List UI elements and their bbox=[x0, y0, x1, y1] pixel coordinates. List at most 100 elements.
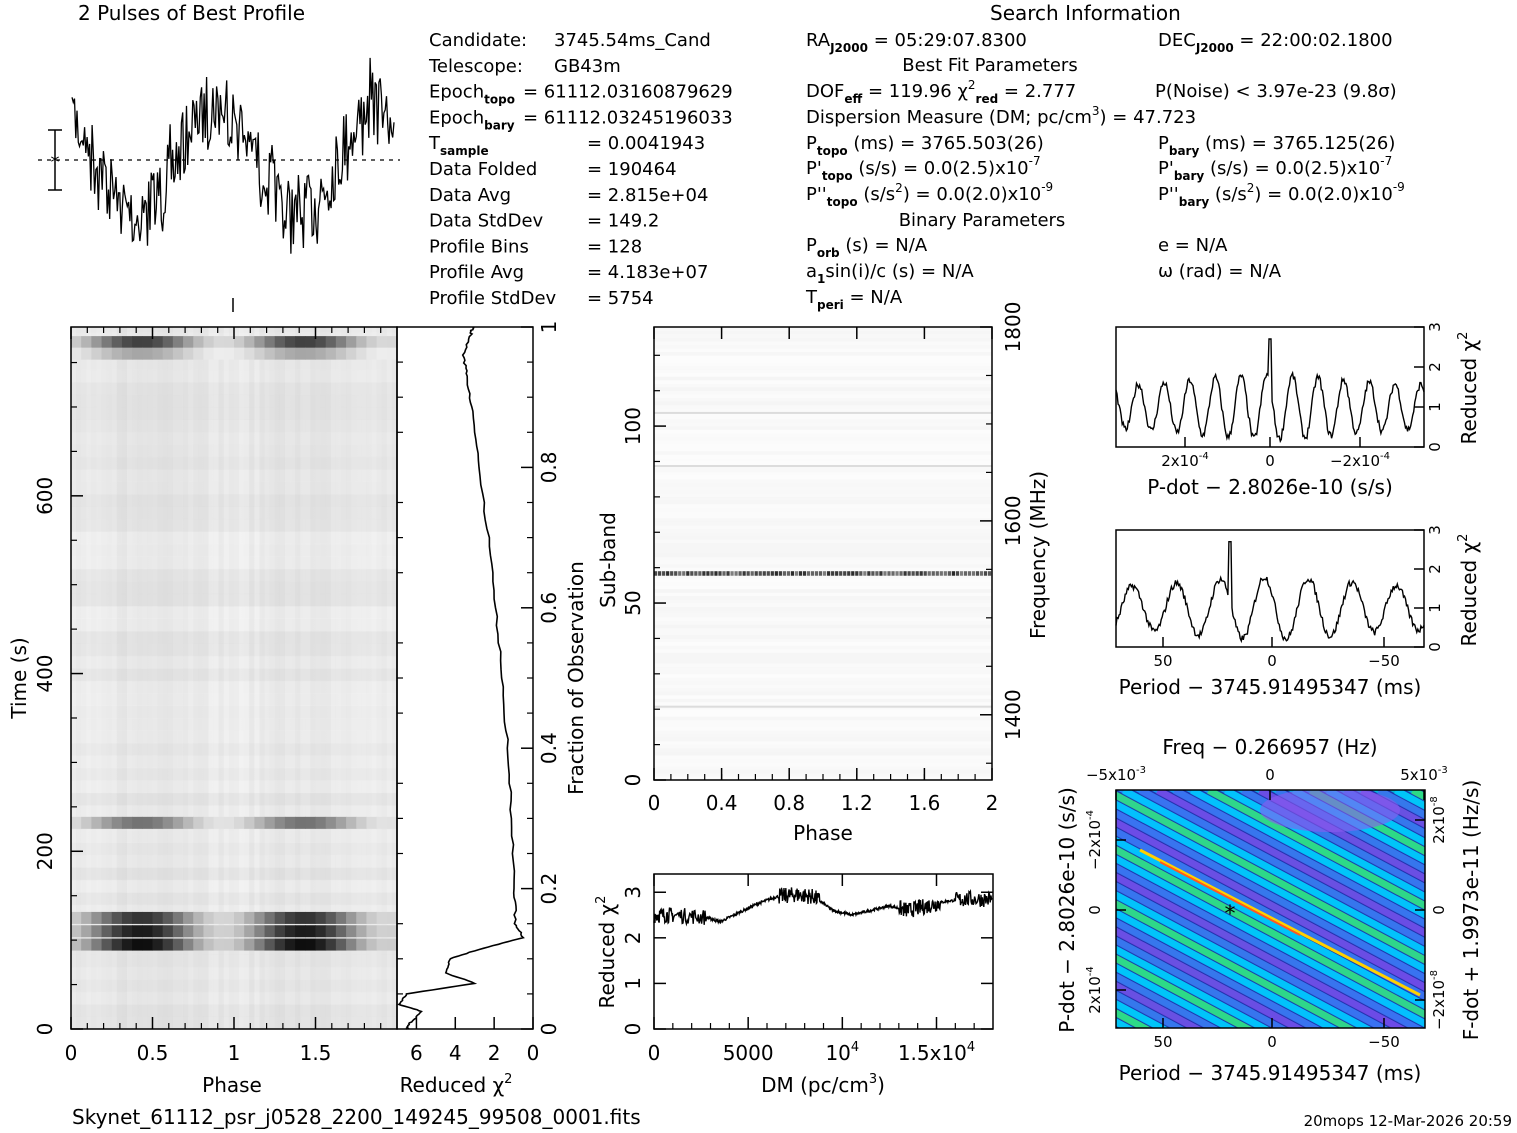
sb-bright-cell bbox=[859, 571, 863, 576]
tp-band-cell bbox=[193, 925, 204, 938]
cs-contour bbox=[1116, 807, 1425, 975]
sb-row bbox=[654, 496, 992, 501]
sb-row bbox=[654, 426, 992, 430]
ct-ytick-label: 0.8 bbox=[537, 451, 561, 483]
tp-row bbox=[71, 431, 397, 445]
tp-column bbox=[193, 327, 199, 1029]
tp-column bbox=[239, 327, 245, 1029]
tp-column bbox=[315, 327, 321, 1029]
tp-row bbox=[71, 456, 397, 470]
sb-bright-cell bbox=[851, 571, 855, 576]
tp-band-cell bbox=[315, 336, 327, 349]
cand-label-0: Candidate: bbox=[429, 30, 527, 51]
tp-band-cell bbox=[81, 816, 92, 829]
tp-band-cell bbox=[162, 347, 174, 360]
tp-band-cell bbox=[295, 336, 306, 349]
cs-contour bbox=[1116, 816, 1425, 984]
sb-bright-cell bbox=[690, 571, 694, 576]
tp-column bbox=[213, 327, 219, 1029]
tp-band-cell bbox=[335, 347, 347, 360]
tp-band-cell bbox=[203, 925, 215, 938]
sb-row bbox=[654, 337, 992, 342]
sb-bright-cell bbox=[786, 571, 791, 576]
p-topo-value: (ms) = 3765.503(26) bbox=[853, 133, 1043, 154]
tp-band-cell bbox=[284, 938, 296, 951]
tp-column bbox=[305, 327, 311, 1029]
sb-bright-cell bbox=[734, 571, 738, 576]
tp-band-cell bbox=[203, 816, 215, 829]
sb-bright-cell bbox=[706, 571, 710, 576]
tp-row bbox=[71, 842, 397, 856]
pdot-period-plot: Freq − 0.266957 (Hz) * 50 0 −50 −5x10-3 0 5x1… bbox=[1055, 735, 1483, 1085]
tp-column bbox=[325, 327, 331, 1029]
tp-band-cell bbox=[264, 925, 276, 938]
tp-band-cell bbox=[284, 816, 296, 829]
tp-band-cell bbox=[111, 938, 123, 951]
tp-row bbox=[71, 730, 397, 744]
chi2-time-frame bbox=[396, 326, 534, 1030]
tp-band-cell bbox=[274, 925, 286, 938]
sb-row bbox=[654, 408, 992, 413]
sb-row bbox=[654, 429, 992, 434]
sb-row bbox=[654, 511, 992, 515]
tp-band-cell bbox=[91, 925, 103, 938]
sb-row bbox=[654, 557, 992, 561]
cs-purple-region bbox=[1260, 790, 1400, 832]
dof-value: 119.96 bbox=[889, 81, 952, 102]
sb-row bbox=[654, 358, 992, 363]
cs-stripe bbox=[1224, 790, 1425, 901]
tp-band-cell bbox=[346, 816, 357, 829]
tp-row bbox=[71, 892, 397, 906]
sb-row bbox=[654, 457, 992, 462]
sb-row bbox=[654, 373, 992, 377]
chi2-red-value: 2.777 bbox=[1025, 81, 1077, 102]
cs-stripe bbox=[1116, 899, 1358, 1028]
cs-contour bbox=[1116, 880, 1393, 1028]
cs-stripe bbox=[1173, 790, 1425, 928]
tp-band-cell bbox=[193, 336, 204, 349]
sb-faint-band bbox=[654, 411, 992, 414]
sb-bright-cell bbox=[915, 571, 919, 576]
tp-band-cell bbox=[81, 925, 92, 938]
sb-row bbox=[654, 656, 992, 660]
sb-row bbox=[654, 567, 992, 572]
sb-bright-cell bbox=[726, 571, 730, 576]
tp-band-cell bbox=[346, 336, 357, 349]
tp-band-cell bbox=[325, 938, 337, 951]
tp-band-cell bbox=[244, 347, 255, 360]
tp-band-cell bbox=[183, 347, 194, 360]
sb-row bbox=[654, 603, 992, 607]
tp-column bbox=[157, 327, 163, 1029]
sb-row bbox=[654, 482, 992, 487]
sb-bright-cell bbox=[871, 571, 875, 576]
cs-topxtick-label: −5x10-3 bbox=[1086, 765, 1146, 784]
tp-band-cell bbox=[91, 938, 103, 951]
sb-faint-band bbox=[654, 465, 992, 468]
subband-xlabel: Phase bbox=[793, 821, 853, 845]
sb-bright-cell bbox=[903, 571, 907, 576]
subband-ticks: 0 0.4 0.8 1.2 1.6 2 0 50 100 1400 1600 1800 bbox=[621, 302, 1025, 815]
t-peri-row: Tperi = N/A bbox=[805, 287, 903, 312]
cs-rytick-label: 0 bbox=[1430, 905, 1448, 915]
cs-rytick-label: 2x10-8 bbox=[1429, 796, 1448, 844]
tp-band-cell bbox=[234, 816, 245, 829]
sb-row bbox=[654, 334, 992, 338]
tp-row bbox=[71, 581, 397, 595]
tp-row bbox=[71, 867, 397, 881]
tp-band-cell bbox=[91, 816, 103, 829]
cs-topxtick-label: 5x10-3 bbox=[1400, 765, 1448, 784]
sb-row bbox=[654, 443, 992, 448]
cand-value-9: = 4.183e+07 bbox=[587, 262, 708, 283]
sb-bright-cell bbox=[658, 571, 662, 576]
tp-band-cell bbox=[305, 347, 316, 360]
cand-value-8: = 128 bbox=[587, 236, 642, 257]
tp-band-cell bbox=[152, 336, 164, 349]
sb-bright-cell bbox=[855, 571, 859, 576]
dm-xtick-label: 0 bbox=[648, 1041, 661, 1065]
sb-bright-cell bbox=[654, 571, 658, 576]
tp-band-cell bbox=[71, 925, 82, 938]
time-phase-bands bbox=[71, 327, 397, 1029]
sb-row bbox=[654, 489, 992, 494]
sb-row bbox=[654, 666, 992, 671]
chi2-dm-xlabel-text: DM (pc/cm bbox=[761, 1073, 869, 1097]
